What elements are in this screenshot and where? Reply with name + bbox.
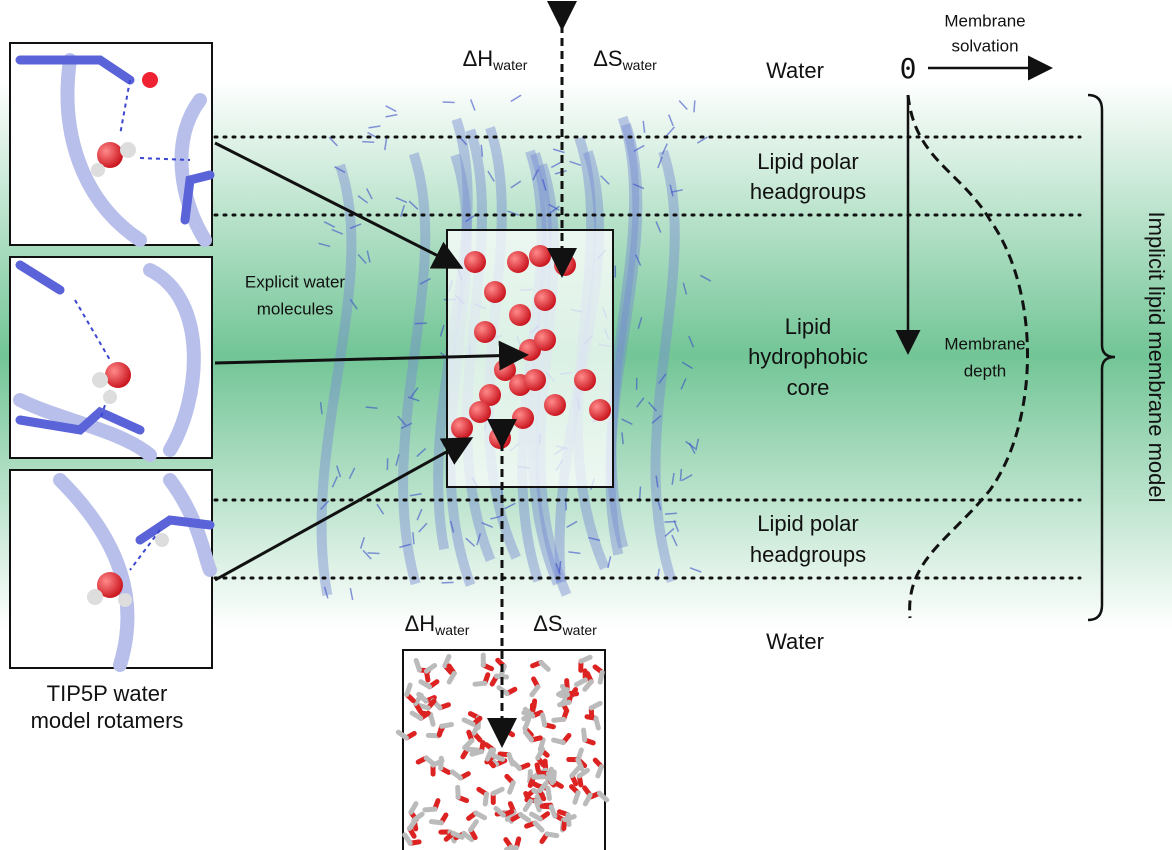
side-chain xyxy=(665,513,677,514)
water-hydrogen xyxy=(467,749,477,750)
side-chain xyxy=(640,486,641,498)
explicit-label: Explicit water xyxy=(245,272,345,291)
water-hydrogen xyxy=(584,730,585,740)
water-hydrogen xyxy=(560,702,570,705)
rotamer-caption: model rotamers xyxy=(31,708,184,733)
water-hydrogen xyxy=(547,834,557,836)
water-hydrogen xyxy=(596,718,599,728)
delta-h-top: ΔHwater xyxy=(463,46,528,73)
water-hydrogen xyxy=(505,720,506,730)
water-sphere xyxy=(512,407,534,429)
side-chain xyxy=(362,142,374,143)
depth-label: Membrane xyxy=(944,334,1025,353)
water-hydrogen xyxy=(554,740,564,742)
water-sphere xyxy=(509,304,531,326)
water-hydrogen xyxy=(575,793,578,802)
water-hydrogen xyxy=(472,751,482,754)
headgroups-bottom: headgroups xyxy=(750,542,866,567)
origin: 0 xyxy=(900,52,917,85)
water-hydrogen xyxy=(536,801,539,810)
core-label: Lipid xyxy=(785,314,831,339)
water-hydrogen xyxy=(548,789,549,799)
water-top: Water xyxy=(766,58,824,83)
rotamer-panels xyxy=(10,43,212,668)
water-hydrogen xyxy=(431,715,434,725)
depth-label: depth xyxy=(964,361,1007,380)
headgroups-bottom: Lipid polar xyxy=(757,511,859,536)
water-hydrogen xyxy=(493,756,502,760)
headgroups-top: Lipid polar xyxy=(757,149,859,174)
water-hydrogen xyxy=(442,725,452,727)
solvation-label: solvation xyxy=(951,36,1018,55)
water-sphere xyxy=(507,251,529,273)
water-sphere xyxy=(451,417,473,439)
water-hydrogen xyxy=(600,672,602,682)
rotamer-caption: TIP5P water xyxy=(47,681,168,706)
water-hydrogen xyxy=(598,767,602,776)
side-chain xyxy=(367,553,379,554)
water-hydrogen xyxy=(554,719,564,720)
water-hydrogen xyxy=(509,755,512,764)
water-sphere xyxy=(589,399,611,421)
core-label: hydrophobic xyxy=(748,344,868,369)
water-sphere xyxy=(534,289,556,311)
water-hydrogen xyxy=(551,807,555,816)
water-sphere xyxy=(544,394,566,416)
water-hydrogen xyxy=(543,715,545,725)
solvation-label: Membrane xyxy=(944,11,1025,30)
water-hydrogen xyxy=(416,661,419,670)
model-label: Implicit lipid membrane model xyxy=(1144,212,1169,503)
water-sphere xyxy=(464,251,486,273)
explicit-label: molecules xyxy=(257,299,334,318)
water-hydrogen xyxy=(510,783,514,792)
water-hydrogen xyxy=(568,815,569,825)
water-hydrogen xyxy=(485,794,486,804)
delta-s-top: ΔSwater xyxy=(593,46,657,73)
water-sphere xyxy=(554,254,576,276)
water-hydrogen xyxy=(458,787,459,797)
side-chain xyxy=(680,469,681,481)
core-label: core xyxy=(787,375,830,400)
water-sphere xyxy=(534,329,556,351)
headgroups-top: headgroups xyxy=(750,179,866,204)
water-hydrogen xyxy=(425,809,435,810)
water-sphere xyxy=(484,281,506,303)
water-hydrogen xyxy=(475,683,485,684)
water-bottom: Water xyxy=(766,629,824,654)
water-sphere xyxy=(529,245,551,267)
water-hydrogen xyxy=(431,822,441,823)
water-sphere xyxy=(469,401,491,423)
water-sphere xyxy=(524,369,546,391)
figure: ΔHwater ΔSwater ΔHwater ΔSwater Water Li… xyxy=(0,0,1172,850)
side-chain xyxy=(694,100,695,112)
water-sphere xyxy=(574,369,596,391)
water-sphere xyxy=(489,427,511,449)
water-hydrogen xyxy=(407,685,410,694)
water-sphere xyxy=(474,321,496,343)
water-hydrogen xyxy=(548,774,552,783)
